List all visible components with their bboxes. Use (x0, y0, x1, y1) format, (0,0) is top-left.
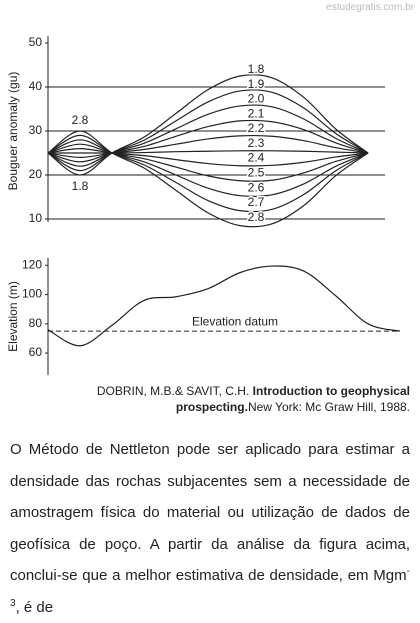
y-tick-label: 120 (22, 257, 42, 271)
data-line (48, 150, 369, 154)
y-tick-label: 40 (29, 79, 43, 93)
citation-publisher: New York: Mc Graw Hill, 1988. (247, 400, 410, 414)
series-label: 1.9 (248, 77, 265, 91)
data-line (47, 143, 369, 182)
y-axis-label: Bouguer anomaly (gu) (6, 72, 20, 191)
y-tick-label: 10 (29, 211, 43, 225)
reference-label: Elevation datum (192, 314, 278, 328)
question-end: , é de (15, 598, 54, 616)
data-line (47, 119, 369, 163)
data-line (47, 134, 369, 159)
series-label: 2.2 (248, 121, 265, 135)
y-tick-label: 100 (22, 287, 42, 301)
series-label: 2.5 (248, 166, 265, 180)
y-tick-label: 60 (29, 345, 43, 359)
y-tick-label: 20 (29, 167, 43, 181)
data-line (47, 89, 369, 172)
data-line (47, 130, 369, 228)
series-label: 2.6 (248, 180, 265, 194)
series-label: 2.8 (248, 210, 265, 224)
citation-authors: DOBRIN, M.B.& SAVIT, C.H. (96, 384, 250, 398)
data-line (47, 265, 401, 347)
data-line (47, 139, 369, 198)
y-tick-label: 80 (29, 316, 43, 330)
citation: DOBRIN, M.B.& SAVIT, C.H. Introduction t… (50, 383, 410, 415)
data-line (47, 104, 369, 167)
series-label: 2.0 (248, 92, 265, 106)
citation-title: Introduction to geophysical prospecting. (175, 384, 410, 414)
series-label: 2.3 (248, 136, 265, 150)
data-line (47, 134, 369, 213)
series-label: 2.1 (248, 106, 265, 120)
question-superscript: -3 (10, 566, 410, 609)
series-label: 2.7 (248, 195, 265, 209)
y-tick-label: 30 (29, 123, 43, 137)
series-label: 1.8 (72, 179, 89, 193)
watermark: estudegratis.com.br (326, 2, 414, 13)
data-line (47, 147, 369, 167)
series-label: 2.4 (248, 151, 265, 165)
y-tick-label: 50 (29, 35, 43, 49)
question: O Método de Nettleton pode ser aplicado … (10, 434, 410, 623)
data-line (47, 74, 369, 176)
y-axis-label: Elevation (m) (6, 281, 20, 352)
series-label: 2.8 (72, 113, 89, 127)
question-text: O Método de Nettleton pode ser aplicado … (10, 441, 410, 584)
series-label: 1.8 (248, 62, 265, 76)
